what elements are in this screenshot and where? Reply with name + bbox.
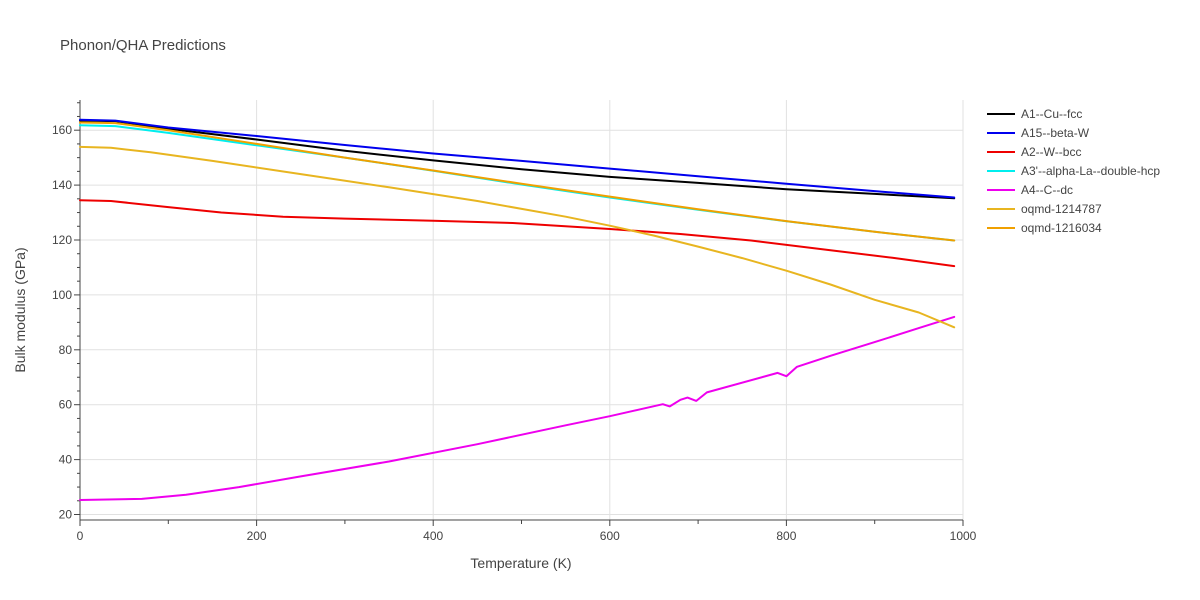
legend-label: A2--W--bcc bbox=[1021, 145, 1081, 159]
grid-layer bbox=[80, 100, 964, 520]
series-line-2 bbox=[79, 199, 956, 268]
legend[interactable]: A1--Cu--fcc A15--beta-W A2--W--bcc A3'--alp… bbox=[987, 107, 1160, 235]
series-line-4 bbox=[79, 315, 956, 501]
series-layer bbox=[79, 118, 956, 501]
legend-label: A15--beta-W bbox=[1021, 126, 1090, 140]
y-tick-label: 80 bbox=[59, 343, 73, 357]
y-tick-label: 160 bbox=[52, 123, 72, 137]
series-line-1 bbox=[79, 118, 956, 199]
legend-label: oqmd-1216034 bbox=[1021, 221, 1102, 235]
y-tick-label: 40 bbox=[59, 453, 73, 467]
x-tick-label: 800 bbox=[776, 529, 796, 543]
chart-title: Phonon/QHA Predictions bbox=[60, 37, 226, 54]
legend-label: A1--Cu--fcc bbox=[1021, 107, 1082, 121]
legend-item[interactable]: oqmd-1216034 bbox=[987, 221, 1102, 235]
legend-item[interactable]: oqmd-1214787 bbox=[987, 202, 1102, 216]
series-line-6 bbox=[79, 121, 956, 242]
legend-label: A4--C--dc bbox=[1021, 183, 1073, 197]
legend-label: oqmd-1214787 bbox=[1021, 202, 1102, 216]
y-tick-label: 140 bbox=[52, 178, 72, 192]
x-axis-title: Temperature (K) bbox=[470, 555, 571, 571]
series-line-0 bbox=[79, 119, 956, 200]
y-tick-label: 120 bbox=[52, 233, 72, 247]
x-tick-label: 200 bbox=[247, 529, 267, 543]
legend-item[interactable]: A4--C--dc bbox=[987, 183, 1073, 197]
x-tick-label: 0 bbox=[77, 529, 84, 543]
axes-layer: 0 200 400 600 800 1000 20 40 60 80 100 120 140 160 bbox=[52, 100, 977, 543]
x-tick-label: 600 bbox=[600, 529, 620, 543]
y-tick-label: 60 bbox=[59, 398, 73, 412]
legend-item[interactable]: A2--W--bcc bbox=[987, 145, 1081, 159]
y-tick-label: 20 bbox=[59, 508, 73, 522]
y-tick-label: 100 bbox=[52, 288, 72, 302]
y-axis-title: Bulk modulus (GPa) bbox=[12, 247, 28, 372]
legend-label: A3'--alpha-La--double-hcp bbox=[1021, 164, 1160, 178]
legend-item[interactable]: A1--Cu--fcc bbox=[987, 107, 1082, 121]
x-tick-label: 1000 bbox=[950, 529, 977, 543]
x-tick-label: 400 bbox=[423, 529, 443, 543]
legend-item[interactable]: A3'--alpha-La--double-hcp bbox=[987, 164, 1160, 178]
series-line-5 bbox=[79, 145, 956, 329]
legend-item[interactable]: A15--beta-W bbox=[987, 126, 1090, 140]
